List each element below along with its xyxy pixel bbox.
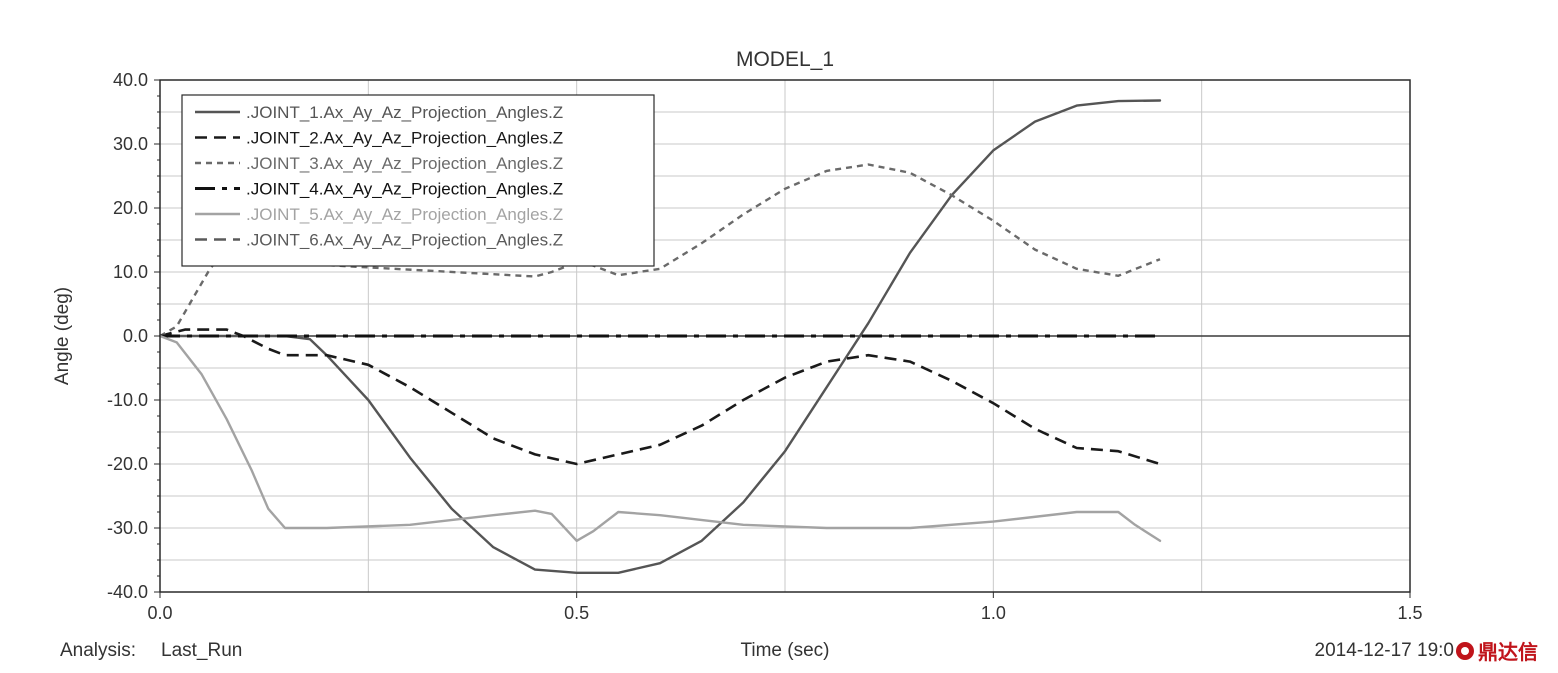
analysis-label: Analysis: [60,640,136,661]
series-line-joint-5 [158,334,1162,542]
y-tick-label: 20.0 [113,198,148,218]
x-tick-label: 0.5 [564,603,589,623]
series-line-joint-3 [159,163,1161,338]
y-axis-ticks: 40.0 30.0 20.0 10.0 0.0 -10.0 -20.0 -30.0 -40.0 [107,70,160,602]
series-line-joint-2 [159,328,1161,466]
y-tick-label: -40.0 [107,582,148,602]
legend-label-joint-3: .JOINT_3.Ax_Ay_Az_Projection_Angles.Z [246,154,563,173]
legend-label-joint-6: .JOINT_6.Ax_Ay_Az_Projection_Angles.Z [246,231,563,250]
legend: .JOINT_1.Ax_Ay_Az_Projection_Angles.Z .JO… [181,94,655,267]
legend-label-joint-4: .JOINT_4.Ax_Ay_Az_Projection_Angles.Z [246,180,563,199]
x-axis-label: Time (sec) [740,640,829,661]
legend-label-joint-2: .JOINT_2.Ax_Ay_Az_Projection_Angles.Z [246,129,563,148]
y-tick-label: 30.0 [113,134,148,154]
watermark-logo: 鼎达信 [1456,640,1538,664]
watermark-text: 鼎达信 [1478,640,1538,664]
y-tick-label: 40.0 [113,70,148,90]
x-axis-ticks: 0.0 0.5 1.0 1.5 [147,592,1423,623]
y-tick-label: -10.0 [107,390,148,410]
x-tick-label: 1.5 [1397,603,1422,623]
legend-label-joint-5: .JOINT_5.Ax_Ay_Az_Projection_Angles.Z [246,205,563,224]
y-tick-label: 0.0 [123,326,148,346]
y-tick-label: -30.0 [107,518,148,538]
chart-title: MODEL_1 [736,48,834,71]
analysis-value: Last_Run [161,640,242,661]
x-tick-label: 1.0 [981,603,1006,623]
timestamp: 2014-12-17 19:0 [1315,640,1454,661]
legend-label-joint-1: .JOINT_1.Ax_Ay_Az_Projection_Angles.Z [246,103,563,122]
series-lines [158,99,1162,574]
y-tick-label: 10.0 [113,262,148,282]
x-tick-label: 0.0 [147,603,172,623]
y-tick-label: -20.0 [107,454,148,474]
legend-box [181,94,655,267]
y-axis-label: Angle (deg) [52,287,73,385]
